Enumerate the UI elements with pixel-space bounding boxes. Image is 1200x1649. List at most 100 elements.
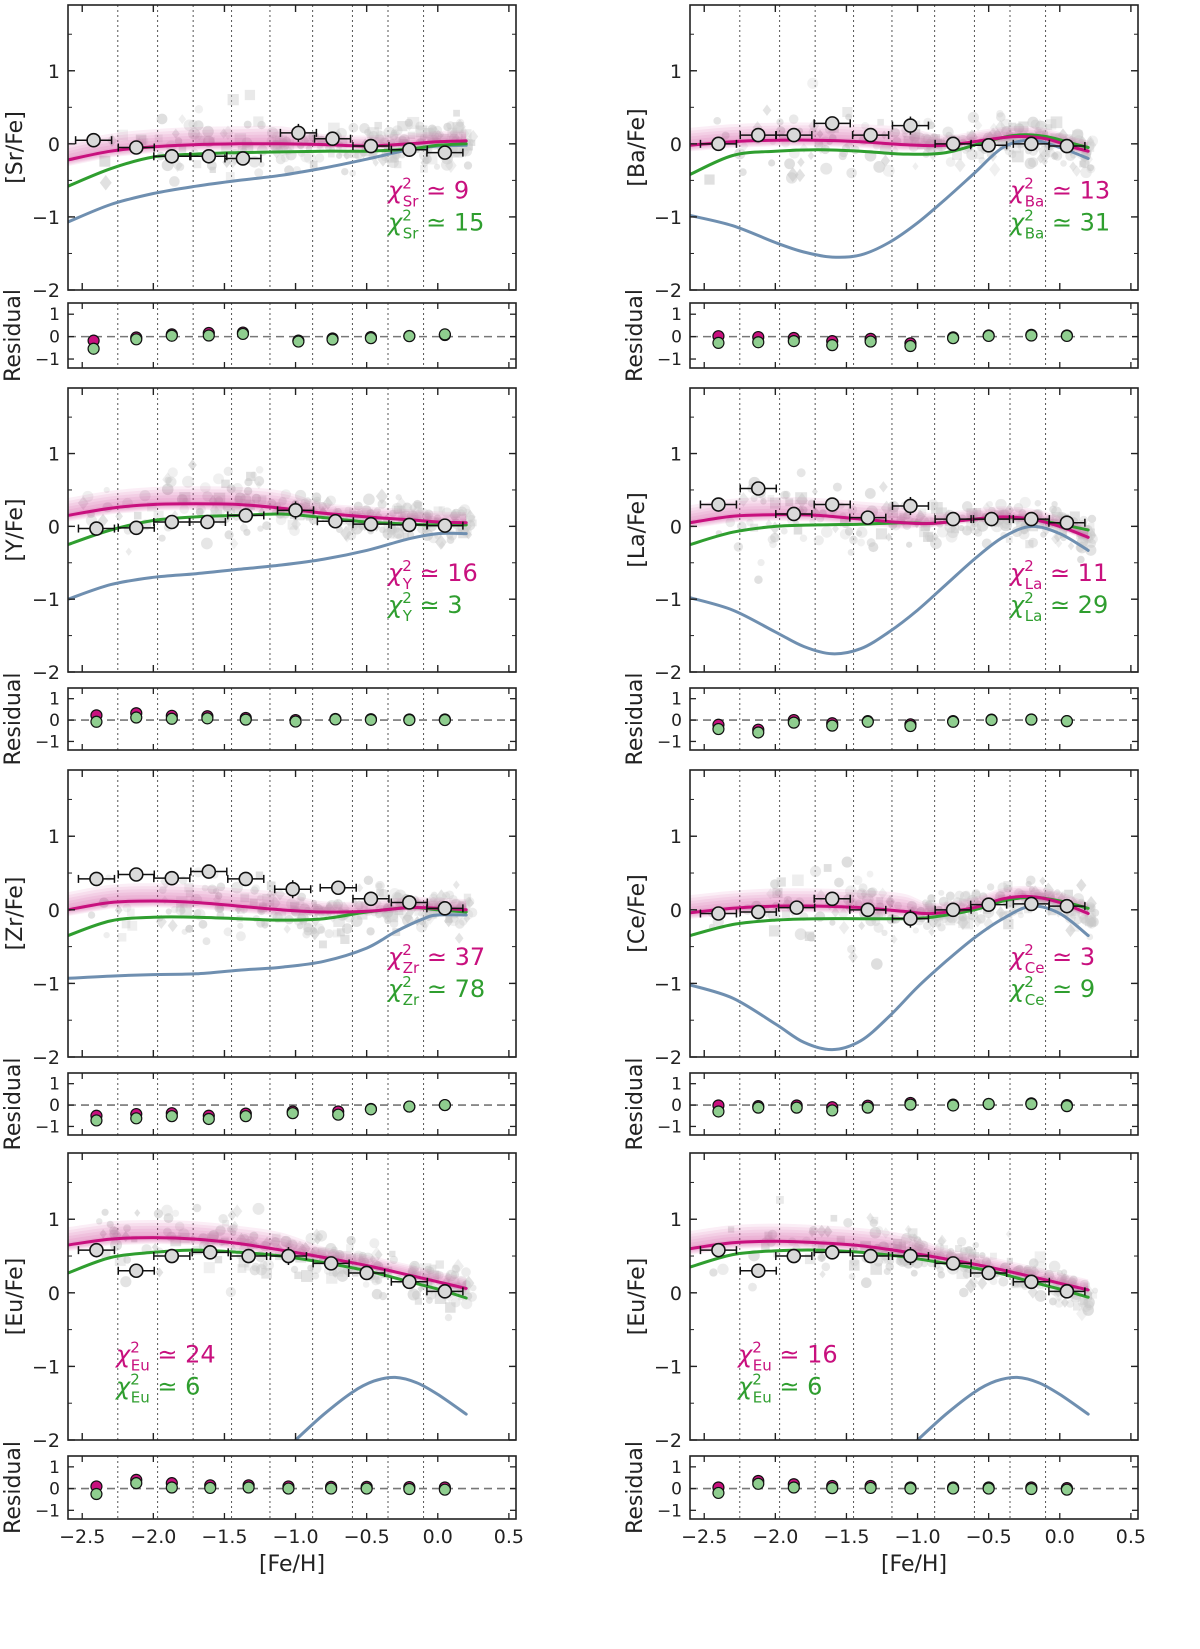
scatter-point [155,914,167,930]
scatter-point [843,1217,853,1228]
scatter-point [430,891,438,899]
scatter-point [390,129,398,137]
scatter-point [832,524,839,534]
scatter-point [959,1287,969,1298]
binned-point [323,1256,339,1271]
main-plot-area [690,770,1100,1057]
binned-point [86,132,101,148]
y-tick-label: 1 [670,444,682,466]
scatter-point [176,903,185,912]
scatter-point [228,156,238,169]
scatter-point [445,157,457,174]
scatter-point [311,492,322,502]
scatter-point [201,537,213,550]
residual-y-label: Residual [623,673,648,766]
scatter-point [717,1263,729,1276]
residual-point-green [826,1482,839,1495]
scatter-point [981,1257,992,1267]
scatter-point [375,880,385,891]
scatter-point [1005,535,1013,543]
scatter-point [1072,893,1085,905]
band-layer [68,1225,467,1291]
binned-point [981,1265,996,1281]
scatter-point [816,889,826,902]
scatter-point [340,1251,352,1263]
band-layer [68,889,467,915]
binned-point [824,1245,840,1260]
scatter-point [243,528,251,536]
scatter-point [1051,506,1062,518]
residual-point-green [202,1112,215,1126]
scatter-point [370,1246,383,1263]
scatter-point [303,508,315,520]
scatter-point [232,1204,243,1218]
scatter-point [1042,882,1054,897]
scatter-point [374,1249,383,1260]
residual-point-green [165,1481,178,1494]
scatter-point [372,1273,380,1280]
scatter-point [727,1226,735,1233]
scatter-point [869,1218,878,1228]
scatter-point [967,111,980,124]
scatter-point [950,524,960,534]
scatter-point [961,917,974,930]
scatter-point [195,508,204,516]
scatter-point [880,500,893,516]
scatter-point [349,169,357,177]
residual-y-tick-label: 0 [671,1480,682,1500]
binned-point [89,1242,104,1258]
scatter-point [884,1242,896,1254]
scatter-point [906,900,917,912]
scatter-point [836,1236,845,1245]
scatter-point [110,1239,123,1251]
scatter-point [1086,164,1096,174]
scatter-point [127,908,135,917]
scatter-point [413,499,422,509]
binned-point [235,151,251,166]
scatter-point [996,112,1006,122]
scatter-point [416,921,428,933]
scatter-point [429,1264,437,1272]
y-axis-label: [Eu/Fe] [3,1258,28,1335]
scatter-point [467,515,476,523]
scatter-point [457,506,468,517]
scatter-point [997,882,1009,894]
scatter-point [1043,1269,1055,1281]
scatter-point [899,512,907,520]
binned-point [860,902,876,918]
scatter-point [240,893,250,903]
scatter-point [312,1272,320,1280]
scatter-point [202,125,214,138]
scatter-point [1034,1261,1047,1274]
scatter-point [225,509,236,519]
scatter-point [319,1254,329,1265]
scatter-point [1072,130,1083,141]
residual-y-tick-label: −1 [657,1501,682,1521]
residual-point-green [904,1482,917,1495]
scatter-point [881,929,888,937]
scatter-point [1087,534,1098,545]
scatter-point [913,1236,922,1245]
scatter-point [354,901,364,910]
y-axis-label: [Ce/Fe] [625,874,650,952]
residual-y-tick-label: −1 [657,1117,682,1137]
scatter-point [393,505,403,514]
scatter-point [1060,1297,1069,1308]
scatter-point [868,542,879,553]
residual-point-green [165,329,178,342]
scatter-point [794,928,807,941]
scatter-point [376,882,383,890]
scatter-point [389,1255,398,1265]
scatter-point [768,159,776,167]
scatter-point [229,538,239,550]
scatter-point [845,885,857,897]
scatter-point [105,874,112,881]
scatter-point [185,889,194,898]
scatter-point [178,114,187,125]
scatter-point [869,1226,882,1239]
scatter-point [194,105,204,114]
y-tick-label: −2 [654,662,682,684]
scatter-point [807,151,815,161]
